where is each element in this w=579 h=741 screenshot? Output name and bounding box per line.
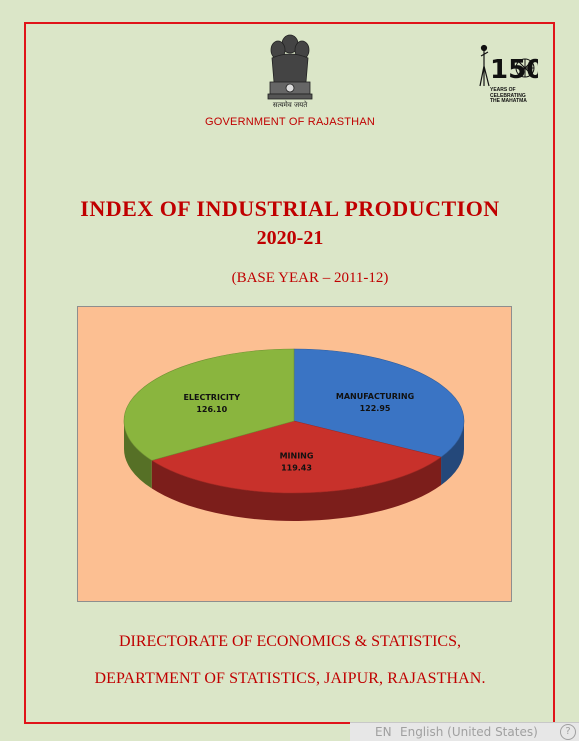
emblem-motto: सत्यमेव जयते — [272, 101, 308, 109]
pie-slice-side-manufacturing — [441, 421, 465, 486]
logo-caption: YEARS OF CELEBRATING THE MAHATMA — [490, 87, 542, 105]
government-name: GOVERNMENT OF RAJASTHAN — [204, 116, 376, 128]
state-emblem-icon — [267, 34, 313, 100]
language-name[interactable]: English (United States) — [400, 725, 538, 739]
report-year: 2020-21 — [256, 227, 324, 249]
pie-slice-manufacturing — [293, 348, 465, 458]
pie-slice-side-electricity — [124, 421, 152, 489]
pie-label-manufacturing: MANUFACTURING — [336, 392, 414, 401]
pie-value-electricity: 126.10 — [196, 405, 227, 414]
pie-slice-electricity — [123, 348, 295, 461]
language-code[interactable]: EN — [375, 725, 392, 739]
pie-value-mining: 119.43 — [281, 464, 312, 473]
page-border — [24, 22, 555, 724]
mahatma-150-logo: 150 — [479, 44, 538, 87]
logo-caption-line: THE MAHATMA — [490, 98, 527, 104]
logo-number: 150 — [490, 55, 538, 85]
status-bar: EN English (United States) ? — [350, 722, 579, 741]
pie-slice-side-mining — [151, 457, 442, 521]
report-title: INDEX OF INDUSTRIAL PRODUCTION — [80, 196, 500, 221]
pie-chart-svg: MANUFACTURING 122.95 MINING 119.43 ELECTRICI… — [123, 348, 465, 521]
footer-department: DEPARTMENT OF STATISTICS, JAIPUR, RAJAST… — [94, 670, 486, 687]
pie-chart: MANUFACTURING 122.95 MINING 119.43 ELECTRICI… — [77, 306, 512, 602]
logo-caption-line: CELEBRATING — [490, 92, 526, 99]
pie-label-electricity: ELECTRICITY — [183, 393, 240, 402]
pie-label-mining: MINING — [280, 452, 314, 461]
help-icon[interactable]: ? — [560, 724, 576, 740]
base-year: (BASE YEAR – 2011-12) — [231, 270, 389, 286]
logo-caption-line: YEARS OF — [490, 87, 516, 93]
footer-directorate: DIRECTORATE OF ECONOMICS & STATISTICS, — [118, 633, 461, 650]
pie-slice-mining — [151, 420, 442, 494]
pie-value-manufacturing: 122.95 — [360, 404, 391, 413]
